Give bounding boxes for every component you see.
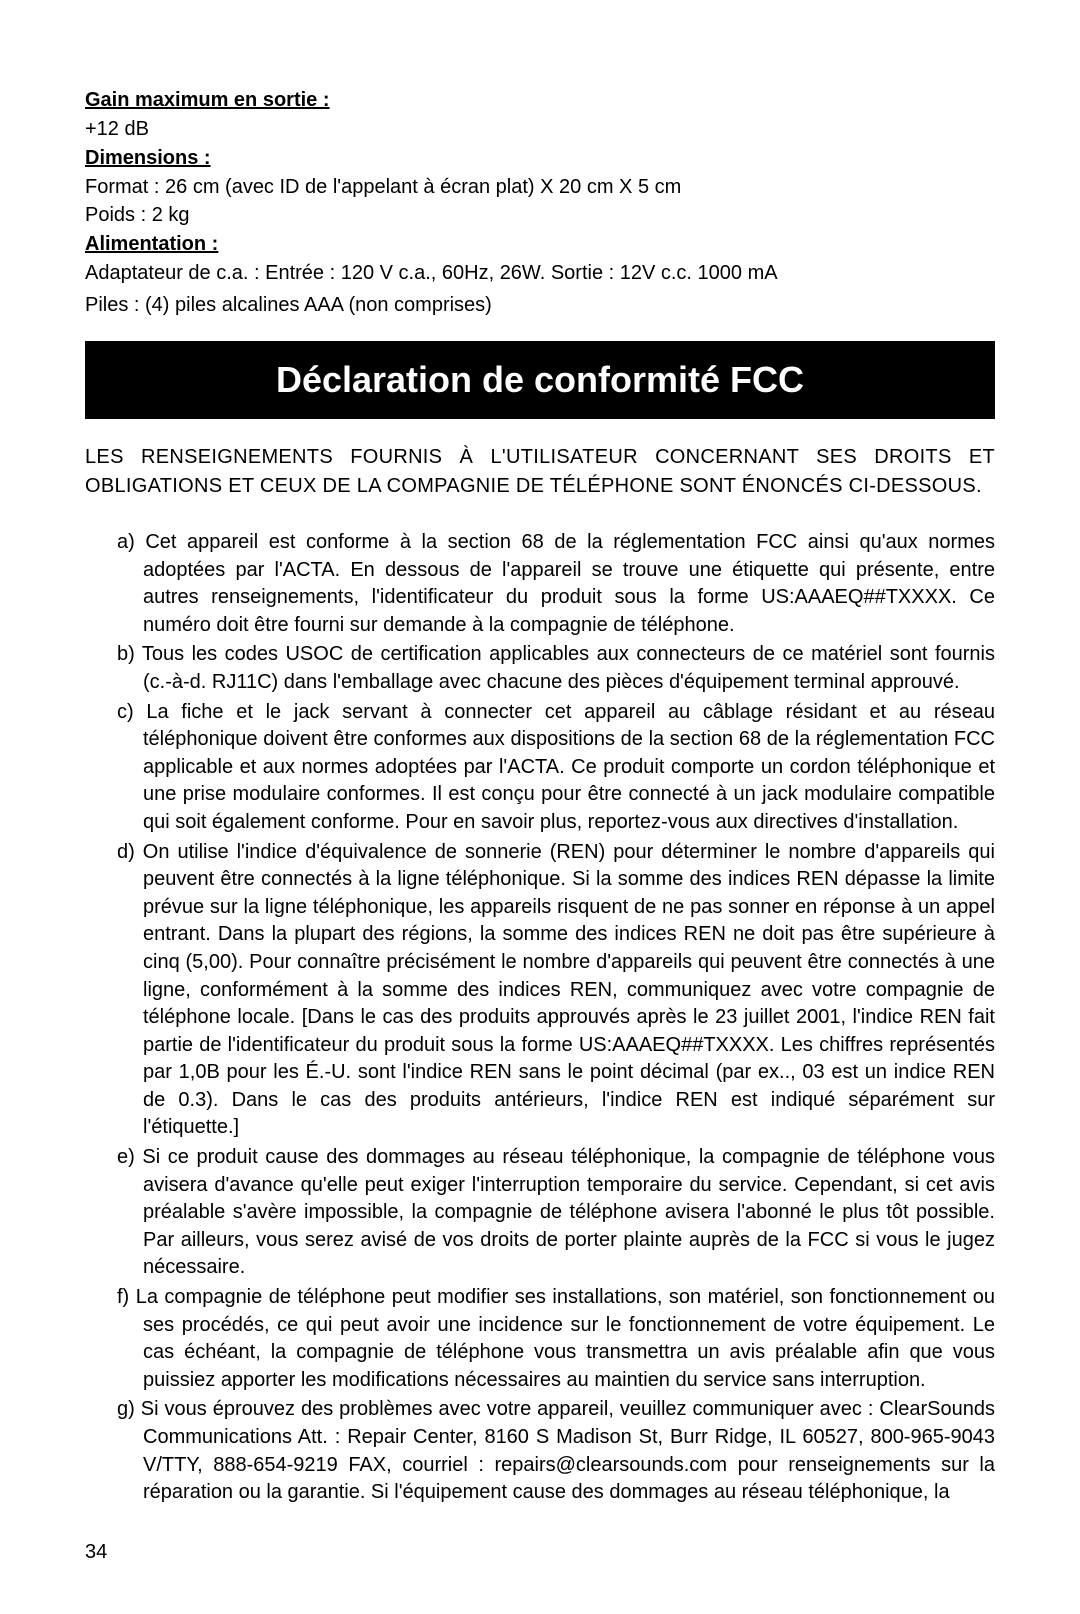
power-heading: Alimentation :	[85, 229, 995, 259]
power-adapter: Adaptateur de c.a. : Entrée : 120 V c.a.…	[85, 259, 995, 287]
dimensions-format: Format : 26 cm (avec ID de l'appelant à …	[85, 173, 995, 201]
fcc-item-b: b) Tous les codes USOC de certification …	[85, 641, 995, 696]
fcc-intro: LES RENSEIGNEMENTS FOURNIS À L'UTILISATE…	[85, 443, 995, 501]
fcc-item-d: d) On utilise l'indice d'équivalence de …	[85, 839, 995, 1143]
fcc-item-f: f) La compagnie de téléphone peut modifi…	[85, 1284, 995, 1394]
fcc-list: a) Cet appareil est conforme à la sectio…	[85, 529, 995, 1507]
dimensions-heading: Dimensions :	[85, 143, 995, 173]
dimensions-weight: Poids : 2 kg	[85, 201, 995, 229]
document-page: Gain maximum en sortie : +12 dB Dimensio…	[0, 0, 1080, 1614]
fcc-item-c: c) La fiche et le jack servant à connect…	[85, 699, 995, 837]
fcc-item-e: e) Si ce produit cause des dommages au r…	[85, 1144, 995, 1282]
fcc-banner: Déclaration de conformité FCC	[85, 341, 995, 419]
gain-value: +12 dB	[85, 115, 995, 143]
fcc-item-g: g) Si vous éprouvez des problèmes avec v…	[85, 1396, 995, 1506]
page-number: 34	[85, 1541, 995, 1564]
power-batteries: Piles : (4) piles alcalines AAA (non com…	[85, 291, 995, 319]
fcc-item-a: a) Cet appareil est conforme à la sectio…	[85, 529, 995, 639]
gain-heading: Gain maximum en sortie :	[85, 85, 995, 115]
